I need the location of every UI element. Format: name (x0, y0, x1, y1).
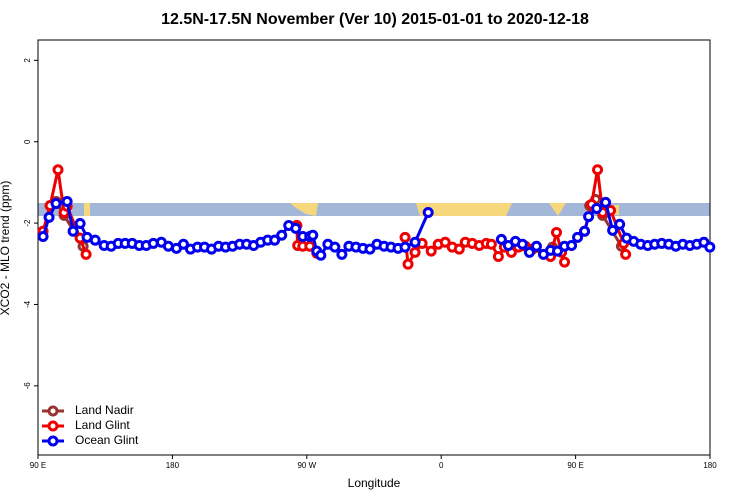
y-tick-label: 0 (23, 139, 32, 144)
data-point (552, 245, 564, 257)
data-point (80, 248, 92, 260)
ocean-strip (38, 203, 710, 216)
data-point (559, 256, 571, 268)
chart-title: 12.5N-17.5N November (Ver 10) 2015-01-01… (161, 11, 589, 28)
data-point (50, 198, 62, 210)
data-point (74, 217, 86, 229)
data-point (43, 211, 55, 223)
data-point (89, 234, 101, 246)
data-point (453, 243, 465, 255)
data-point (409, 246, 421, 258)
data-point (583, 211, 595, 223)
data-point (399, 241, 411, 253)
data-point (276, 229, 288, 241)
x-tick-label: 90 E (30, 461, 46, 470)
data-point (485, 238, 497, 250)
data-point (61, 196, 73, 208)
data-point (409, 236, 421, 248)
data-point (315, 249, 327, 261)
data-point (530, 240, 542, 252)
data-point (572, 231, 584, 243)
legend-label: Ocean Glint (75, 433, 139, 447)
data-point (620, 248, 632, 260)
legend-label: Land Glint (75, 418, 130, 432)
data-point (67, 225, 79, 237)
data-point (439, 236, 451, 248)
map-strip (38, 203, 710, 216)
data-point (269, 234, 281, 246)
data-point (304, 240, 316, 252)
data-point (592, 164, 604, 176)
x-tick-label: 180 (166, 461, 180, 470)
data-point (704, 241, 716, 253)
data-point (290, 222, 302, 234)
data-point (550, 226, 562, 238)
x-axis-label: Longitude (348, 476, 401, 490)
data-point (607, 224, 619, 236)
x-tick-label: 0 (439, 461, 444, 470)
data-point (614, 218, 626, 230)
land-patch (84, 203, 90, 216)
data-point (364, 243, 376, 255)
y-tick-label: -6 (23, 382, 32, 390)
data-point (591, 202, 603, 214)
x-tick-label: 90 W (297, 461, 316, 470)
data-point (336, 248, 348, 260)
y-axis-label: XCO2 - MLO trend (ppm) (0, 181, 12, 316)
data-point (492, 250, 504, 262)
data-point (399, 231, 411, 243)
data-point (307, 229, 319, 241)
data-point (422, 207, 434, 219)
legend-marker (47, 420, 59, 432)
data-point (425, 245, 437, 257)
data-point (177, 238, 189, 250)
x-tick-label: 180 (703, 461, 717, 470)
x-tick-label: 90 E (567, 461, 583, 470)
data-point (495, 233, 507, 245)
data-point (329, 241, 341, 253)
data-point (579, 225, 591, 237)
data-point (402, 258, 414, 270)
data-point (600, 196, 612, 208)
data-point (566, 239, 578, 251)
land-patch (549, 203, 566, 216)
data-point (37, 231, 49, 243)
y-tick-label: -4 (23, 300, 32, 308)
y-tick-label: 2 (23, 58, 32, 63)
legend-marker (47, 435, 59, 447)
land-patch (416, 203, 512, 216)
land-patch (290, 203, 318, 216)
land-patch (614, 205, 619, 215)
legend-label: Land Nadir (75, 403, 134, 417)
data-point (516, 238, 528, 250)
legend-marker (47, 405, 59, 417)
data-point (523, 246, 535, 258)
data-point (52, 164, 64, 176)
y-tick-label: -2 (23, 219, 32, 227)
